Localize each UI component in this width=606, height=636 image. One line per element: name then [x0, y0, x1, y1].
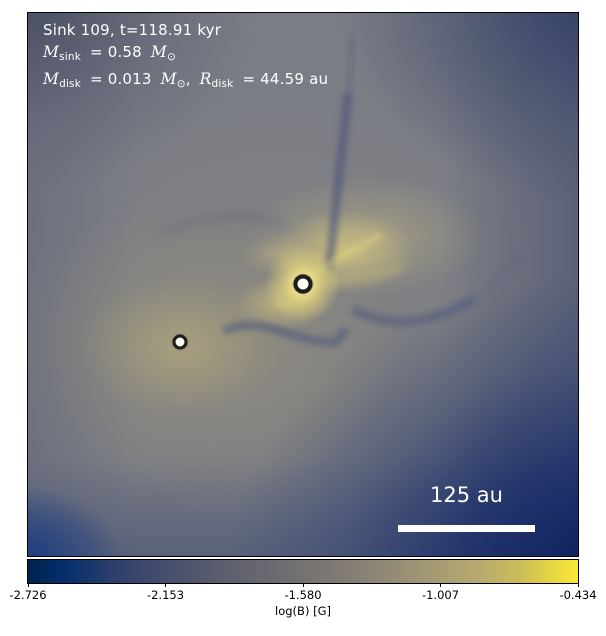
filament-vertical-streak-faint [344, 34, 357, 94]
mdisk-unit-subscript: ⊙ [176, 78, 186, 90]
annotation-block: Sink 109, t=118.91 kyr Msink = 0.58 M⊙ M… [43, 19, 328, 95]
msink-symbol: M [43, 43, 60, 61]
colorbar-tick-label: -2.726 [9, 588, 47, 602]
scalebar [398, 525, 535, 532]
rdisk-value: = 44.59 au [242, 70, 329, 88]
colorbar-tick-label: -1.007 [421, 588, 460, 602]
colorbar-tick-mark [27, 583, 29, 587]
filament-e-arc [350, 294, 477, 327]
annotation-title: Sink 109, t=118.91 kyr [43, 21, 222, 39]
colorbar-tick-mark [440, 583, 441, 587]
colorbar-ticks: -2.726 -2.153 -1.580 -1.007 -0.434 [9, 583, 597, 602]
rdisk-subscript: disk [211, 78, 234, 90]
annotation-msink: Msink = 0.58 M⊙ [43, 41, 328, 68]
msink-value: = 0.58 [89, 43, 142, 61]
yellow-wisp-ne [311, 230, 384, 278]
mdisk-value: = 0.013 [89, 70, 152, 88]
msink-unit-subscript: ⊙ [166, 51, 176, 63]
colorbar-tick-label: -2.153 [146, 588, 185, 602]
sink-marker-secondary [172, 334, 188, 350]
colorbar [27, 559, 579, 584]
annotation-mdisk-rdisk: Mdisk = 0.013 M⊙, Rdisk = 44.59 au [43, 68, 328, 95]
mdisk-subscript: disk [59, 78, 82, 90]
filament-overlay [159, 34, 524, 347]
msink-unit-symbol: M [150, 43, 167, 61]
msink-subscript: sink [59, 51, 82, 63]
colorbar-tick-label: -1.580 [284, 588, 322, 602]
scalebar-label: 125 au [430, 483, 503, 507]
filament-nw-arc [159, 212, 287, 237]
colorbar-tick-label: -0.434 [559, 588, 597, 602]
colorbar-tick-mark [302, 583, 304, 587]
field-map: Sink 109, t=118.91 kyr Msink = 0.58 M⊙ M… [27, 12, 579, 557]
sink-marker-primary [293, 274, 313, 294]
filament-ne-extension [472, 253, 524, 302]
yellow-wisp-e [315, 264, 406, 288]
mdisk-unit-symbol: M [160, 70, 177, 88]
filament-vertical-streak [324, 92, 353, 270]
mdisk-symbol: M [43, 70, 60, 88]
colorbar-tick-mark [165, 583, 166, 587]
separator-comma: , [185, 70, 191, 88]
filament-sw-arc [221, 320, 350, 347]
colorbar-tick-mark [577, 583, 579, 587]
colorbar-axis-label: log(B) [G] [275, 604, 331, 618]
rdisk-symbol: R [199, 70, 212, 88]
